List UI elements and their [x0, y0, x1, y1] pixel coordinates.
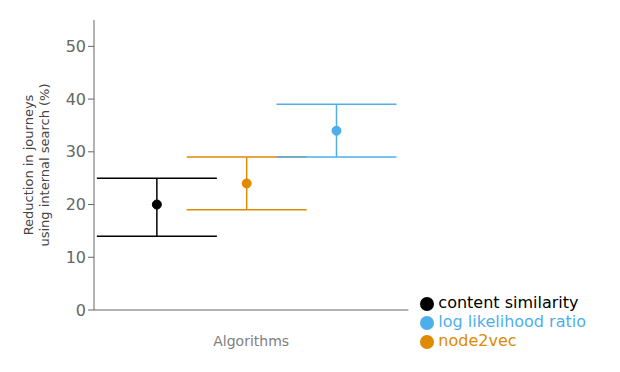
svg-text:0: 0	[76, 301, 86, 320]
svg-text:20: 20	[66, 195, 86, 214]
svg-text:30: 30	[66, 142, 86, 161]
svg-text:10: 10	[66, 248, 86, 267]
svg-text:40: 40	[66, 90, 86, 109]
html-text:log likelihood ratio: log likelihood ratio	[438, 312, 586, 331]
html-text:content similarity: content similarity	[438, 293, 579, 312]
svg-text:Algorithms: Algorithms	[213, 333, 289, 349]
svg-text:50: 50	[66, 37, 86, 56]
svg-text:Reduction in journeysusing int: Reduction in journeysusing internal sear…	[21, 83, 52, 246]
html-text:node2vec: node2vec	[438, 331, 517, 350]
